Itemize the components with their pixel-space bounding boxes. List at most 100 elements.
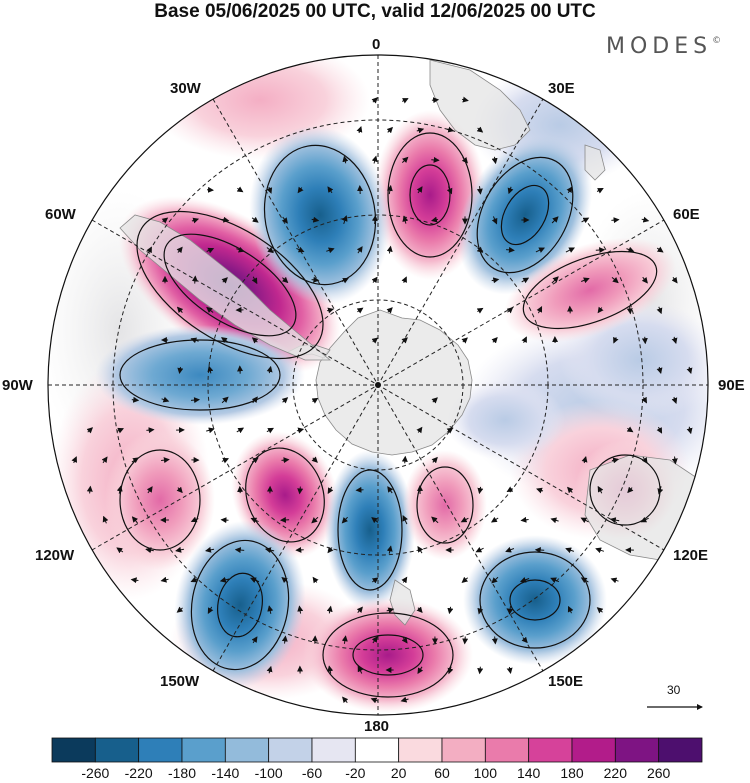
- wind-vector: [356, 126, 363, 134]
- wind-vector: [551, 276, 559, 284]
- wind-vector: [567, 605, 574, 614]
- wind-vectors: [71, 96, 693, 704]
- wind-vector: [671, 276, 678, 284]
- wind-vector: [596, 607, 604, 614]
- wind-vector: [296, 427, 305, 434]
- wind-vector: [446, 427, 454, 434]
- colorbar-swatch: [441, 737, 486, 763]
- wind-vector: [446, 186, 453, 195]
- wind-vector: [476, 126, 484, 133]
- wind-vector: [401, 576, 408, 584]
- wind-vector: [266, 247, 274, 254]
- lon-label-150w: 150W: [160, 673, 200, 690]
- wind-vector: [550, 517, 559, 524]
- wind-vector: [491, 636, 498, 645]
- wind-vector: [250, 577, 260, 584]
- wind-vector: [220, 337, 229, 344]
- antarctica: [315, 309, 473, 456]
- polar-map: [47, 54, 709, 716]
- south-pole-marker: [375, 382, 381, 388]
- colorbar-tick-label: 60: [434, 765, 450, 781]
- wind-vector: [476, 307, 484, 314]
- wind-vector: [281, 397, 289, 404]
- wind-vector: [491, 336, 498, 344]
- wind-vector: [190, 576, 199, 583]
- wind-vector: [386, 307, 393, 314]
- wind-vector: [519, 576, 530, 583]
- wind-vector: [371, 636, 378, 644]
- lon-label-180: 180: [364, 718, 390, 735]
- wind-vector: [266, 665, 273, 674]
- wind-vector: [175, 546, 185, 553]
- wind-vector: [342, 155, 349, 164]
- wind-vector: [176, 246, 183, 254]
- lon-label-60w: 60W: [45, 206, 76, 223]
- wind-vector: [356, 606, 363, 614]
- wind-vector: [401, 636, 408, 644]
- wind-vector: [190, 337, 199, 344]
- wind-vector: [581, 277, 590, 284]
- wind-vector: [417, 666, 424, 675]
- wind-vector: [86, 485, 93, 494]
- wind-vector: [131, 396, 140, 403]
- wind-vector: [477, 666, 484, 675]
- wind-vector: [431, 216, 439, 223]
- colorbar-swatch: [224, 737, 270, 763]
- wind-vector: [535, 247, 546, 253]
- wind-vector: [596, 188, 604, 194]
- wind-vector: [386, 126, 393, 134]
- wind-vector: [551, 216, 559, 224]
- wind-vector: [416, 127, 425, 134]
- wind-vector: [311, 516, 319, 524]
- wind-vector: [686, 426, 693, 435]
- wind-vector: [521, 336, 527, 344]
- wind-vector: [281, 576, 289, 584]
- wind-vector: [236, 246, 245, 253]
- wind-vector: [386, 245, 393, 254]
- wind-vector: [597, 306, 604, 314]
- wind-vector: [312, 576, 319, 584]
- wind-vector: [130, 577, 139, 584]
- colorbar-tick-label: -220: [124, 765, 153, 781]
- wind-vector: [476, 246, 484, 253]
- wind-vector: [671, 396, 678, 404]
- wind-vector: [490, 516, 499, 523]
- wind-vector: [371, 97, 378, 104]
- wind-vector: [536, 487, 544, 494]
- wind-vector: [626, 306, 633, 315]
- wind-vector: [177, 366, 184, 374]
- south-america: [119, 214, 332, 361]
- wind-vector: [446, 126, 455, 133]
- colorbar-tick-label: 140: [516, 765, 541, 781]
- wind-vector: [656, 246, 664, 253]
- wind-vector: [357, 665, 364, 674]
- wind-vector: [251, 337, 259, 344]
- wind-vector: [580, 577, 589, 584]
- wind-vector: [431, 516, 439, 524]
- colorbar-tick-label: 180: [560, 765, 584, 781]
- wind-vector: [146, 486, 153, 494]
- wind-vector: [266, 365, 273, 374]
- wind-vector: [521, 277, 530, 284]
- wind-vector: [386, 545, 393, 554]
- wind-vector: [507, 606, 514, 615]
- wind-vector: [191, 217, 200, 224]
- wind-vector: [550, 577, 560, 584]
- wind-vector: [251, 457, 259, 464]
- wind-vector: [475, 546, 484, 553]
- wind-vector: [641, 396, 647, 404]
- wind-vector: [671, 336, 678, 345]
- wind-vector: [627, 486, 634, 494]
- wind-vector: [251, 396, 258, 404]
- streamlines: [119, 132, 661, 698]
- colorbar-swatch: [268, 737, 313, 763]
- colorbar-swatch: [311, 737, 356, 763]
- wind-vector: [326, 247, 335, 254]
- wind-vector: [506, 246, 515, 253]
- wind-vector: [460, 516, 469, 523]
- wind-vector: [626, 246, 635, 253]
- wind-vector: [219, 576, 230, 583]
- brand-name: MODES: [606, 34, 713, 59]
- wind-vector: [371, 337, 379, 344]
- lon-label-0: 0: [372, 36, 381, 53]
